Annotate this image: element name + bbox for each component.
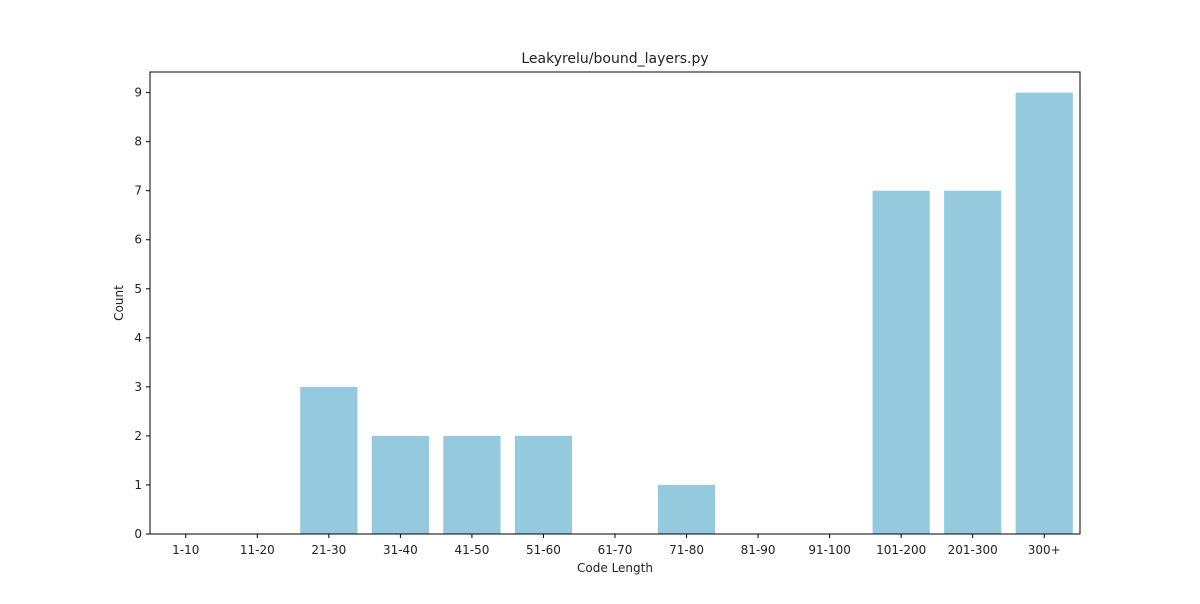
x-tick-label: 91-100: [808, 543, 851, 557]
x-tick-label: 300+: [1028, 543, 1061, 557]
y-tick-label: 8: [134, 135, 142, 149]
bar-201-300: [944, 190, 1002, 534]
x-axis-ticks: 1-10 11-20 21-30 31-40 41-50 51-60 61-70 71-80 8…: [172, 534, 1061, 557]
y-tick-label: 7: [134, 184, 142, 198]
y-tick-label: 6: [134, 233, 142, 247]
y-axis-ticks: 0 1 2 3 4 5 6 7 8 9: [134, 86, 150, 541]
y-axis-label: Count: [112, 285, 126, 321]
x-tick-label: 31-40: [383, 543, 418, 557]
x-tick-label: 71-80: [669, 543, 704, 557]
y-tick-label: 0: [134, 527, 142, 541]
x-tick-label: 1-10: [172, 543, 199, 557]
x-tick-label: 11-20: [240, 543, 275, 557]
x-tick-label: 201-300: [948, 543, 998, 557]
bar-51-60: [514, 435, 573, 534]
x-tick-label: 61-70: [598, 543, 633, 557]
bar-101-200: [872, 190, 930, 534]
bar-31-40: [371, 435, 429, 534]
plot-frame: [149, 71, 1081, 535]
x-tick-label: 21-30: [311, 543, 346, 557]
x-tick-label: 51-60: [526, 543, 561, 557]
y-tick-label: 4: [134, 331, 142, 345]
x-tick-label: 81-90: [741, 543, 776, 557]
y-tick-label: 5: [134, 282, 142, 296]
y-tick-label: 3: [134, 380, 142, 394]
bar-41-50: [443, 435, 501, 534]
bar-71-80: [657, 484, 716, 534]
chart-title: Leakyrelu/bound_layers.py: [521, 51, 708, 67]
bar-300+: [1015, 92, 1073, 534]
bars-group: [300, 92, 1073, 534]
y-tick-label: 2: [134, 429, 142, 443]
y-tick-label: 1: [134, 478, 142, 492]
x-tick-label: 101-200: [876, 543, 926, 557]
x-tick-label: 41-50: [454, 543, 489, 557]
y-tick-label: 9: [134, 86, 142, 100]
x-axis-label: Code Length: [577, 561, 653, 575]
bar-21-30: [300, 386, 358, 534]
